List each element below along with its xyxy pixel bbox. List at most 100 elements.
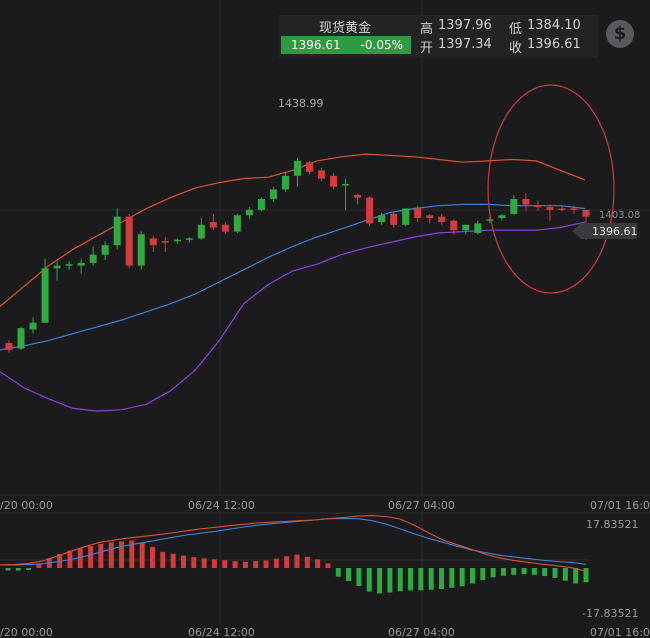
candle	[53, 261, 61, 281]
macd-bar	[335, 568, 341, 577]
macd-bar	[119, 541, 125, 568]
candle	[65, 261, 73, 270]
macd-bar	[521, 568, 527, 575]
candle-body	[570, 208, 578, 210]
candle-body	[149, 238, 157, 246]
candle-body	[582, 209, 590, 217]
candle	[125, 213, 133, 269]
candle	[269, 186, 277, 202]
macd-bar	[387, 568, 393, 593]
candle	[5, 340, 13, 353]
macd-bar	[222, 560, 228, 568]
candle	[173, 238, 181, 244]
candle-body	[41, 268, 49, 323]
candle	[498, 213, 506, 221]
macd-bar	[232, 561, 238, 568]
candle-body	[522, 198, 530, 205]
bollinger-lower-line	[0, 221, 586, 412]
candle-body	[510, 198, 518, 214]
macd-bar	[129, 540, 135, 568]
candle	[438, 213, 446, 225]
candle-body	[402, 208, 410, 225]
macd-bar	[5, 568, 11, 571]
candle-body	[342, 183, 350, 186]
candle-body	[534, 205, 542, 208]
candle	[41, 258, 49, 323]
macd-bar	[315, 559, 321, 568]
candle	[354, 193, 362, 205]
candle-body	[390, 213, 398, 225]
macd-bar	[511, 568, 517, 575]
macd-bar	[325, 563, 331, 568]
macd-bar	[26, 568, 32, 570]
candle-body	[29, 322, 37, 330]
candle-body	[318, 170, 326, 179]
candle-body	[137, 234, 145, 266]
quote-panel: 现货黄金 1396.61 -0.05% 高 1397.96 低 1384.10 …	[278, 15, 598, 58]
candle	[17, 326, 25, 350]
macd-bar	[150, 546, 155, 568]
candle-body	[197, 224, 205, 239]
dollar-icon[interactable]: $	[606, 20, 634, 48]
macd-bar	[480, 568, 486, 581]
candle-body	[558, 208, 566, 210]
high-value: 1397.96	[438, 18, 492, 33]
x-axis-bottom: /20 00:00 06/24 12:00 06/27 04:00 07/01 16:…	[0, 626, 650, 638]
candle-body	[53, 265, 61, 269]
macd-bar	[418, 568, 424, 591]
candle	[149, 235, 157, 252]
candle	[185, 237, 193, 243]
price-change: -0.05%	[360, 38, 403, 52]
candle	[450, 219, 458, 235]
candles	[5, 158, 590, 353]
open-label: 开	[420, 41, 434, 56]
bollinger-middle-line	[0, 203, 586, 351]
macd-top-label: 17.83521	[586, 518, 639, 531]
candle	[342, 178, 350, 210]
candle-body	[125, 216, 133, 266]
candle	[474, 220, 482, 235]
candle-body	[245, 209, 253, 216]
current-price: 1396.61	[291, 38, 341, 52]
candle	[414, 205, 422, 223]
candle	[366, 196, 374, 227]
candle	[161, 237, 169, 252]
macd-bar	[573, 568, 579, 584]
candle-body	[113, 216, 121, 246]
candle-body	[450, 220, 458, 231]
candle	[318, 167, 326, 182]
macd-bar	[284, 556, 290, 568]
candle	[426, 213, 434, 224]
upper-right-label: 1403.08	[599, 210, 640, 221]
candle	[534, 200, 542, 212]
candle-body	[330, 175, 338, 187]
macd-bar	[552, 568, 558, 578]
candle-body	[269, 189, 277, 199]
macd-bar	[273, 558, 279, 568]
candle	[378, 212, 386, 225]
candle-body	[546, 207, 554, 210]
macd-bar	[542, 568, 548, 577]
candle-body	[17, 328, 25, 349]
macd-dea-line	[0, 517, 587, 566]
peak-label: 1438.99	[278, 97, 324, 110]
macd-bar	[377, 568, 383, 594]
macd-bar	[397, 568, 403, 592]
macd-bar	[583, 568, 589, 583]
candle-body	[438, 216, 446, 223]
candle-body	[89, 254, 97, 263]
close-label: 收	[509, 41, 523, 56]
low-label: 低	[509, 22, 523, 37]
last-price-label: 1396.61	[592, 225, 638, 238]
x-tick-label: 06/24 12:00	[188, 499, 255, 512]
x-tick-label: 07/01 16:0	[590, 626, 650, 638]
macd-bar	[15, 568, 21, 571]
candle-body	[306, 162, 314, 172]
bollinger-upper-line	[0, 153, 586, 307]
macd-bar	[139, 542, 145, 568]
candle	[546, 204, 554, 221]
high-label: 高	[420, 22, 434, 37]
macd-dif-line	[0, 515, 587, 572]
candle	[197, 217, 205, 240]
